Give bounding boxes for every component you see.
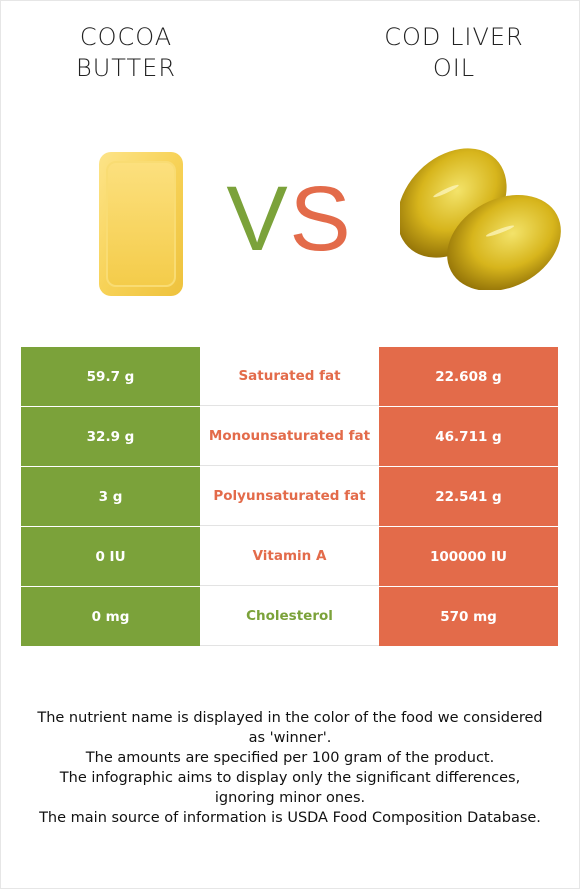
right-food-title: COD LIVER OIL bbox=[354, 22, 554, 84]
table-row: 32.9 g Monounsaturated fat 46.711 g bbox=[21, 407, 558, 467]
nutrient-name: Monounsaturated fat bbox=[200, 407, 379, 466]
vs-label: V S bbox=[226, 170, 350, 260]
nutrient-name: Saturated fat bbox=[200, 347, 379, 406]
left-value: 59.7 g bbox=[21, 347, 200, 406]
vs-s: S bbox=[289, 170, 350, 260]
cocoa-butter-image bbox=[99, 152, 183, 296]
table-row: 0 IU Vitamin A 100000 IU bbox=[21, 527, 558, 587]
table-row: 0 mg Cholesterol 570 mg bbox=[21, 587, 558, 647]
right-value: 570 mg bbox=[379, 587, 558, 646]
vs-v: V bbox=[226, 170, 287, 260]
left-value: 3 g bbox=[21, 467, 200, 526]
right-value: 100000 IU bbox=[379, 527, 558, 586]
right-value: 22.541 g bbox=[379, 467, 558, 526]
footnote-line: The nutrient name is displayed in the co… bbox=[37, 710, 543, 746]
right-value: 46.711 g bbox=[379, 407, 558, 466]
left-value: 0 mg bbox=[21, 587, 200, 646]
table-row: 59.7 g Saturated fat 22.608 g bbox=[21, 347, 558, 407]
left-food-title-line2: BUTTER bbox=[75, 54, 177, 82]
right-food-title-line2: OIL bbox=[432, 54, 476, 82]
right-value: 22.608 g bbox=[379, 347, 558, 406]
comparison-table: 59.7 g Saturated fat 22.608 g 32.9 g Mon… bbox=[21, 347, 558, 647]
cod-liver-oil-image bbox=[400, 148, 561, 290]
footnote-line: The main source of information is USDA F… bbox=[39, 810, 541, 826]
footnote-line: The infographic aims to display only the… bbox=[59, 770, 521, 806]
left-value: 0 IU bbox=[21, 527, 200, 586]
left-value: 32.9 g bbox=[21, 407, 200, 466]
nutrient-name: Polyunsaturated fat bbox=[200, 467, 379, 526]
nutrient-name: Vitamin A bbox=[200, 527, 379, 586]
footnote-line: The amounts are specified per 100 gram o… bbox=[85, 750, 495, 766]
nutrient-name: Cholesterol bbox=[200, 587, 379, 646]
table-row: 3 g Polyunsaturated fat 22.541 g bbox=[21, 467, 558, 527]
left-food-title-line1: COCOA bbox=[79, 23, 173, 51]
right-food-title-line1: COD LIVER bbox=[384, 23, 524, 51]
footnote: The nutrient name is displayed in the co… bbox=[30, 708, 550, 828]
left-food-title: COCOA BUTTER bbox=[26, 22, 226, 84]
